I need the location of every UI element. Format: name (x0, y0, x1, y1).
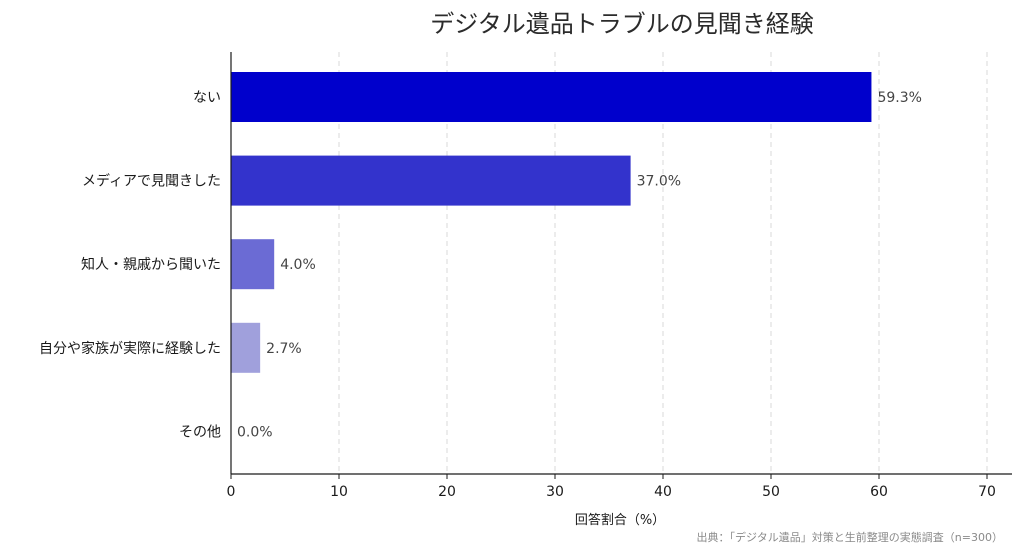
bars (231, 72, 872, 373)
labels: ない 59.3% メディアで見聞きした 37.0% 知人・親戚から聞いた 4.0% 自分や家… (39, 90, 922, 440)
category-label: その他 (179, 424, 221, 440)
category-label: 自分や家族が実際に経験した (39, 340, 221, 357)
x-tick-label: 0 (227, 484, 236, 500)
value-label: 2.7% (266, 341, 302, 357)
x-axis-label: 回答割合（%） (575, 512, 665, 528)
axes (230, 52, 1012, 475)
grid (338, 52, 988, 474)
category-label: 知人・親戚から聞いた (81, 256, 221, 273)
value-label: 37.0% (637, 174, 681, 190)
value-label: 59.3% (877, 90, 921, 106)
x-tick-label: 40 (654, 484, 672, 500)
x-tick-label: 20 (438, 484, 456, 500)
chart-title: デジタル遺品トラブルの見聞き経験 (430, 10, 814, 38)
bar (231, 322, 261, 373)
x-tick-label: 50 (762, 484, 780, 500)
source-note: 出典：「デジタル遺品」対策と生前整理の実態調査（n=300） (697, 530, 1003, 544)
value-label: 0.0% (237, 424, 273, 440)
x-tick-label: 60 (870, 484, 888, 500)
value-label: 4.0% (280, 257, 316, 273)
x-tick-label: 10 (330, 484, 348, 500)
x-tick-label: 30 (546, 484, 564, 500)
category-label: ない (193, 90, 221, 106)
x-tick-label: 70 (978, 484, 996, 500)
bar (231, 239, 275, 290)
bar (231, 155, 631, 206)
bar (231, 72, 872, 122)
category-label: メディアで見聞きした (82, 173, 221, 190)
x-ticks: 0 10 20 30 40 50 60 70 (227, 474, 996, 500)
